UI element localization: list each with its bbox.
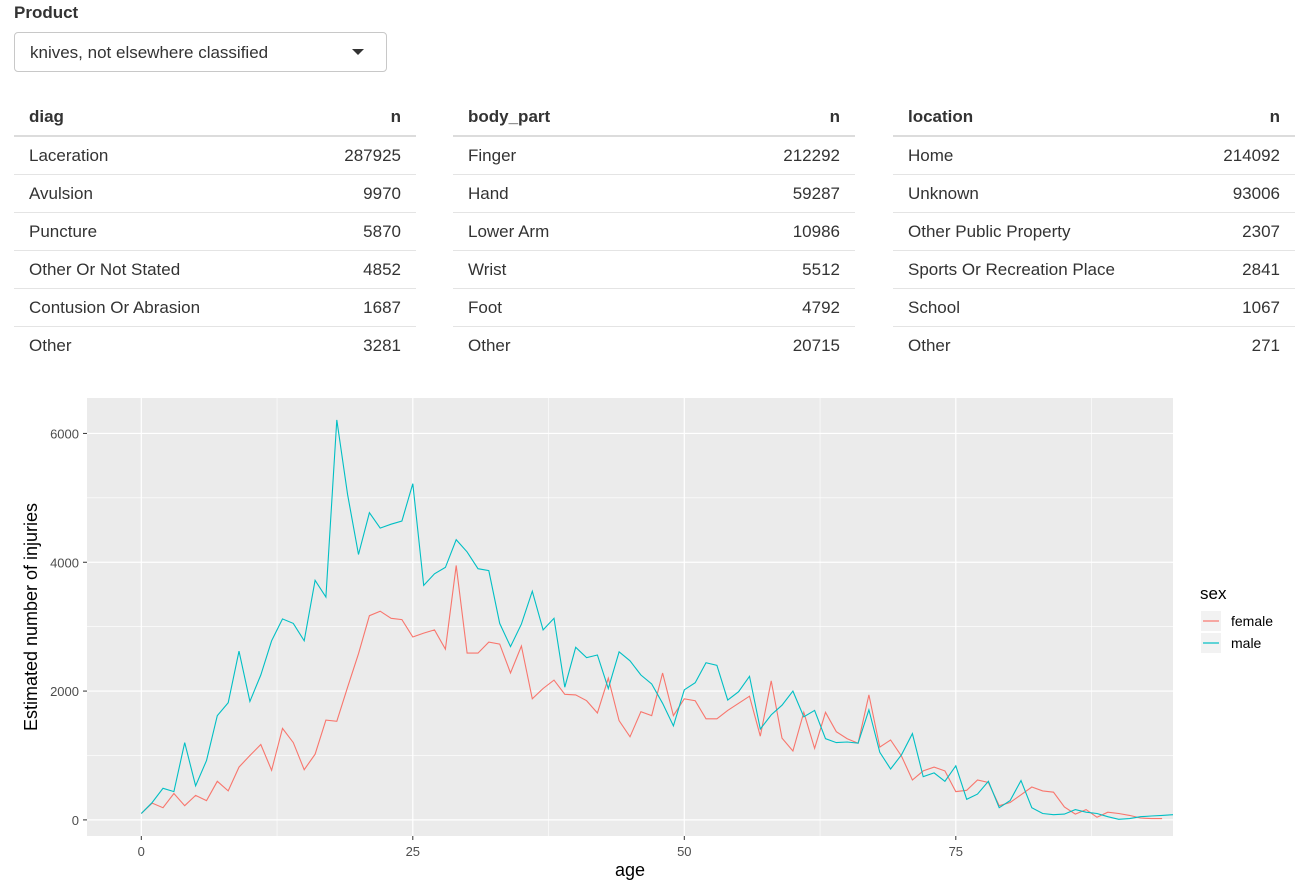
cell-count: 93006 <box>1187 174 1295 213</box>
y-tick-label: 6000 <box>50 426 79 441</box>
table-row: Contusion Or Abrasion 1687 <box>14 288 416 327</box>
table-row: Avulsion 9970 <box>14 174 416 213</box>
cell-label: Laceration <box>14 136 295 175</box>
n-header: n <box>679 99 855 137</box>
cell-count: 271 <box>1251 335 1280 355</box>
table-row: Other 3281 <box>14 327 416 365</box>
product-select-value: knives, not elsewhere classified <box>30 43 269 62</box>
body-part-header: body_part <box>453 99 680 137</box>
cell-count: 214092 <box>1187 136 1295 175</box>
cell-label: Other <box>468 335 511 355</box>
cell-label: Other <box>29 335 72 355</box>
x-tick-label: 0 <box>138 844 145 859</box>
location-header: location <box>893 99 1188 137</box>
y-tick-label: 4000 <box>50 555 79 570</box>
legend-title: sex <box>1200 584 1227 603</box>
cell-count: 5512 <box>679 250 855 289</box>
cell-count: 3281 <box>363 335 401 355</box>
n-header: n <box>294 99 416 137</box>
cell-label: Hand <box>453 174 680 213</box>
diag-table: diag n Laceration 287925 Avulsion 9970 Pun… <box>14 99 416 364</box>
location-table: location n Home 214092 Unknown 93006 Other… <box>893 99 1295 364</box>
table-row: Unknown 93006 <box>893 174 1295 213</box>
cell-count: 1067 <box>1187 288 1295 327</box>
table-row: Other Public Property 2307 <box>893 212 1295 251</box>
injuries-by-age-chart: 0 25 50 75 0 2000 4000 6000 age Estimated number … <box>21 398 1273 880</box>
legend-label-female: female <box>1231 613 1273 629</box>
cell-count: 212292 <box>679 136 855 175</box>
cell-count: 1687 <box>294 288 416 327</box>
cell-count: 2841 <box>1187 250 1295 289</box>
cell-count: 9970 <box>294 174 416 213</box>
cell-count: 5870 <box>294 212 416 251</box>
table-row: Other 271 <box>893 327 1295 365</box>
n-header: n <box>1187 99 1295 137</box>
x-axis-title: age <box>615 860 645 880</box>
chevron-down-icon[interactable] <box>352 49 364 55</box>
cell-label: Wrist <box>453 250 680 289</box>
series-line-male <box>140 419 1174 820</box>
cell-label: Foot <box>453 288 680 327</box>
table-row: Hand 59287 <box>453 174 855 213</box>
cell-label: School <box>893 288 1188 327</box>
cell-label: Avulsion <box>14 174 295 213</box>
table-row: Sports Or Recreation Place 2841 <box>893 250 1295 289</box>
legend-label-male: male <box>1231 635 1262 651</box>
table-row: Lower Arm 10986 <box>453 212 855 251</box>
table-row: Foot 4792 <box>453 288 855 327</box>
cell-count: 20715 <box>792 335 840 355</box>
cell-label: Other Or Not Stated <box>14 250 295 289</box>
cell-count: 4852 <box>294 250 416 289</box>
y-tick-label: 0 <box>72 813 79 828</box>
cell-label: Contusion Or Abrasion <box>14 288 295 327</box>
cell-label: Unknown <box>893 174 1188 213</box>
cell-label: Puncture <box>14 212 295 251</box>
product-label: Product <box>14 3 79 22</box>
cell-label: Sports Or Recreation Place <box>893 250 1188 289</box>
x-tick-label: 25 <box>406 844 420 859</box>
table-row: Other 20715 <box>453 327 855 365</box>
cell-count: 4792 <box>679 288 855 327</box>
cell-count: 2307 <box>1187 212 1295 251</box>
cell-label: Home <box>893 136 1188 175</box>
cell-label: Other Public Property <box>893 212 1188 251</box>
cell-label: Other <box>908 335 951 355</box>
y-tick-label: 2000 <box>50 684 79 699</box>
cell-label: Finger <box>453 136 680 175</box>
table-row: Puncture 5870 <box>14 212 416 251</box>
table-row: Home 214092 <box>893 136 1295 175</box>
table-row: Other Or Not Stated 4852 <box>14 250 416 289</box>
table-row: Wrist 5512 <box>453 250 855 289</box>
table-row: Finger 212292 <box>453 136 855 175</box>
cell-count: 10986 <box>679 212 855 251</box>
cell-count: 59287 <box>679 174 855 213</box>
cell-label: Lower Arm <box>453 212 680 251</box>
table-row: School 1067 <box>893 288 1295 327</box>
plot-panel <box>87 398 1173 836</box>
x-tick-label: 75 <box>949 844 963 859</box>
x-tick-label: 50 <box>677 844 691 859</box>
cell-count: 287925 <box>294 136 416 175</box>
y-axis-title: Estimated number of injuries <box>21 503 41 731</box>
table-row: Laceration 287925 <box>14 136 416 175</box>
body-part-table: body_part n Finger 212292 Hand 59287 Lower… <box>453 99 855 364</box>
diag-header: diag <box>14 99 295 137</box>
product-select[interactable]: knives, not elsewhere classified <box>14 32 387 72</box>
